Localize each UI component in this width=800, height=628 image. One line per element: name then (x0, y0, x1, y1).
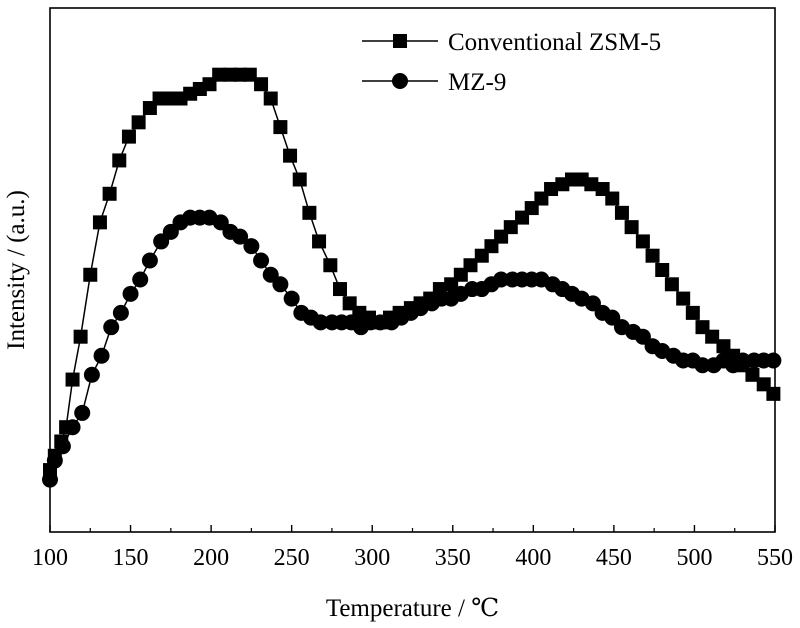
data-point (74, 404, 91, 421)
data-point (65, 372, 80, 387)
x-axis-title: Temperature / ℃ (326, 595, 499, 622)
data-point (132, 271, 149, 288)
series-2 (42, 209, 782, 488)
data-point (312, 314, 329, 331)
x-tick-label: 500 (676, 545, 712, 571)
data-point (131, 115, 146, 130)
data-point (263, 91, 278, 106)
x-axis-ticks: 100 150 200 250 300 350 400 450 500 550 (32, 525, 793, 571)
data-point (254, 77, 269, 92)
data-point (121, 129, 136, 144)
data-point (705, 329, 720, 344)
data-point (92, 215, 107, 230)
data-point (745, 367, 760, 382)
legend-item: Conventional ZSM-5 (362, 29, 661, 56)
data-point (273, 120, 288, 135)
x-tick-label: 300 (354, 545, 390, 571)
x-tick-label: 450 (596, 545, 632, 571)
legend-item: MZ-9 (362, 69, 506, 96)
data-point (463, 258, 478, 273)
legend-marker (393, 34, 407, 48)
data-point (766, 386, 781, 401)
data-point (676, 291, 691, 306)
data-point (243, 238, 260, 255)
data-point (122, 285, 139, 302)
data-point (302, 205, 317, 220)
data-point (73, 329, 88, 344)
data-point (93, 347, 110, 364)
data-point (645, 248, 660, 263)
data-point (253, 252, 270, 269)
data-point (212, 67, 227, 82)
data-point (283, 148, 298, 163)
series-1 (43, 67, 781, 478)
data-point (42, 471, 58, 488)
data-point (635, 234, 650, 249)
x-tick-label: 200 (193, 545, 229, 571)
data-point (544, 182, 559, 197)
data-point (655, 263, 670, 277)
data-point (64, 419, 81, 436)
data-point (734, 352, 751, 369)
x-tick-label: 400 (515, 545, 551, 571)
data-point (112, 153, 127, 168)
data-point (333, 282, 347, 297)
data-point (46, 452, 63, 469)
data-point (372, 314, 389, 331)
data-point (83, 366, 100, 383)
data-point (83, 267, 98, 282)
x-tick-label: 550 (757, 545, 793, 571)
data-point (272, 276, 289, 293)
data-point (141, 252, 158, 269)
data-point (54, 438, 71, 455)
data-point (584, 177, 599, 192)
legend-label: MZ-9 (448, 69, 506, 96)
data-point (102, 186, 117, 201)
data-point (685, 305, 700, 320)
data-point (664, 277, 679, 292)
data-point (503, 220, 518, 235)
data-point (152, 91, 167, 106)
data-point (232, 228, 249, 245)
data-point (242, 67, 257, 82)
data-point (112, 304, 129, 321)
series-layer (42, 67, 782, 488)
data-point (323, 258, 338, 273)
data-point (694, 357, 711, 374)
data-point (614, 205, 629, 220)
data-point (493, 271, 510, 288)
data-point (765, 352, 782, 369)
data-point (312, 234, 327, 249)
legend-label: Conventional ZSM-5 (448, 29, 661, 56)
data-point (605, 191, 620, 206)
data-point (624, 220, 639, 235)
legend: Conventional ZSM-5 MZ-9 (362, 29, 661, 96)
y-axis-title: Intensity / (a.u.) (3, 190, 30, 350)
data-point (292, 172, 307, 187)
x-tick-label: 250 (274, 545, 310, 571)
x-tick-label: 100 (32, 545, 68, 571)
x-tick-label: 150 (113, 545, 149, 571)
legend-marker (392, 73, 408, 89)
data-point (103, 319, 120, 336)
data-point (283, 290, 300, 307)
x-tick-label: 350 (435, 545, 471, 571)
